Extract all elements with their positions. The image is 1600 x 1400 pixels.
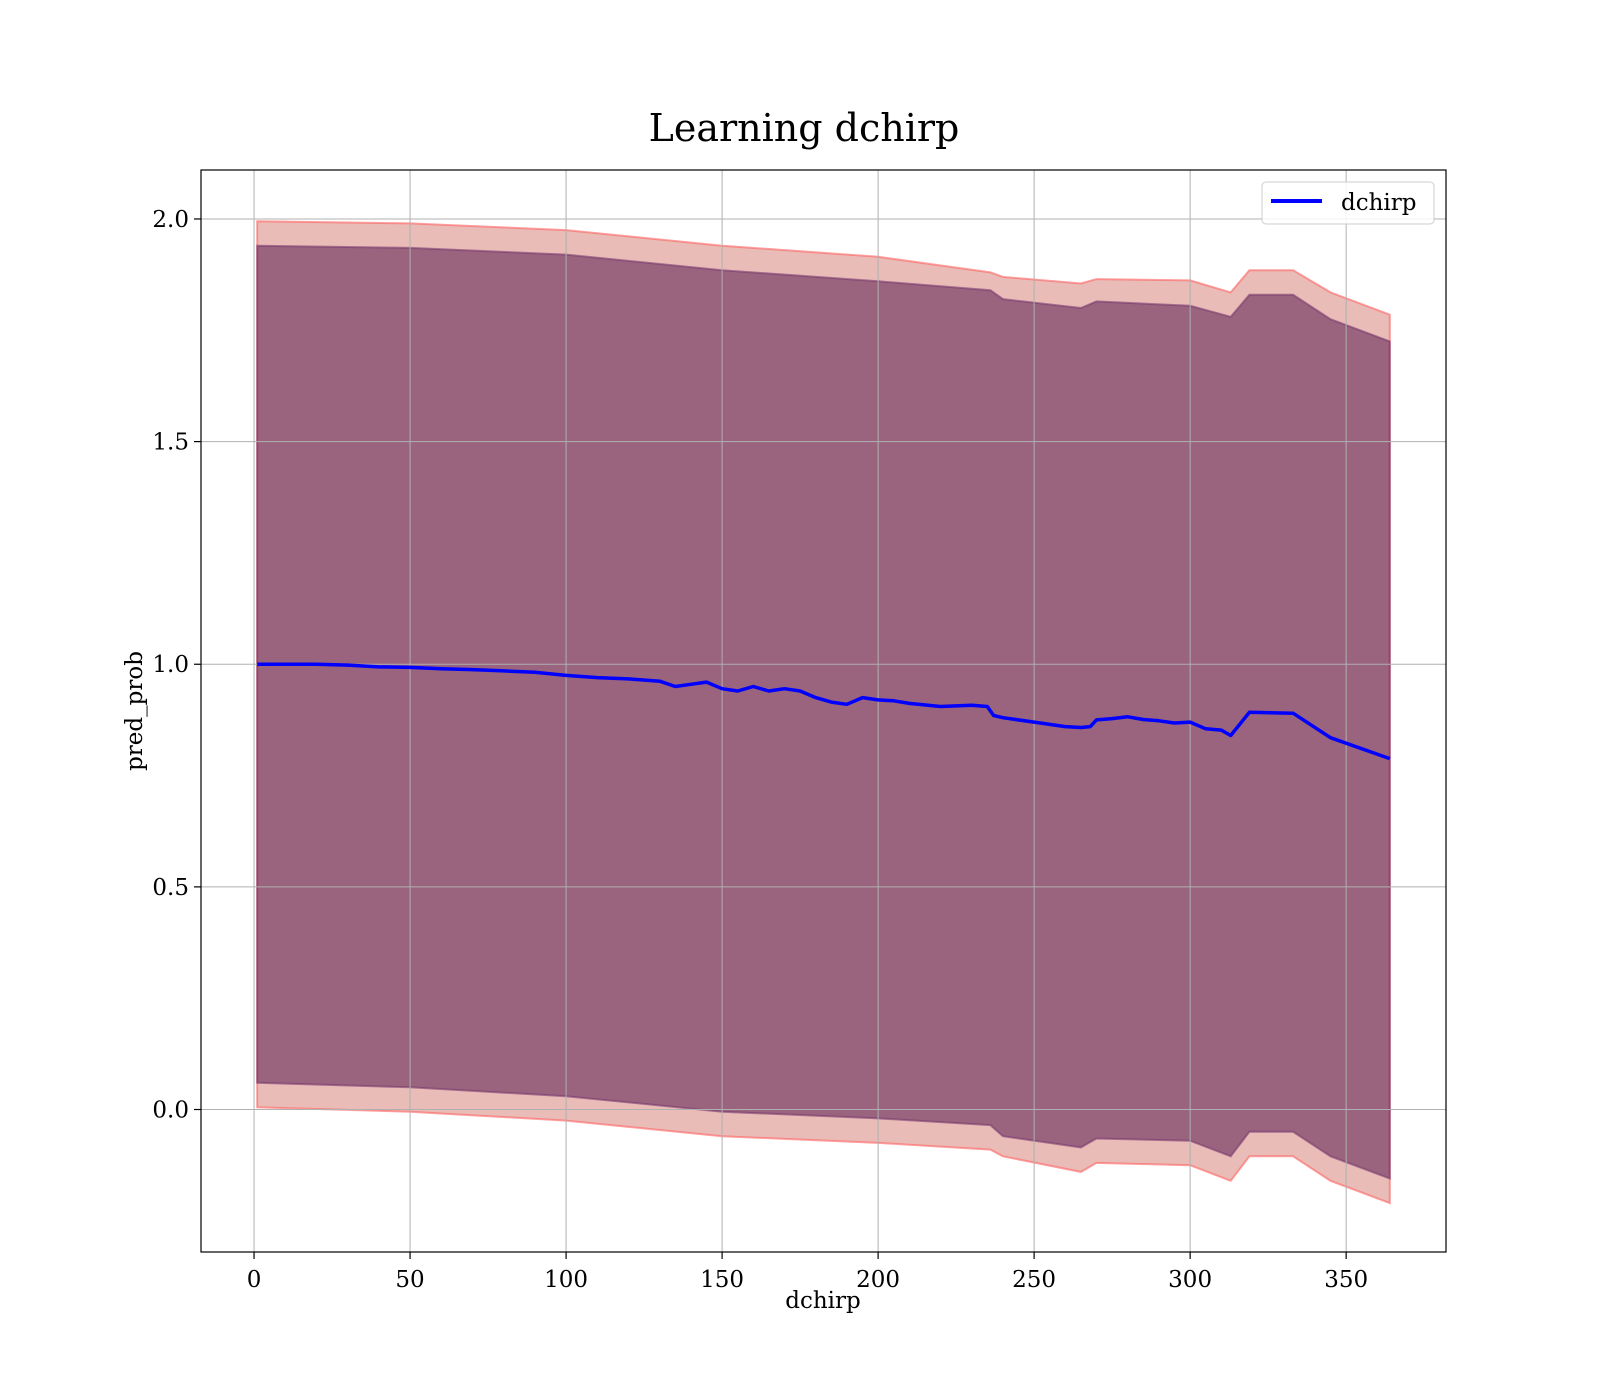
series-lines (257, 662, 1391, 761)
x-tick-label-7: 350 (1324, 1267, 1368, 1293)
x-axis-label: dchirp (785, 1288, 861, 1314)
y-tick-label-1: 0.5 (152, 875, 189, 901)
x-tick-label-6: 300 (1168, 1267, 1212, 1293)
legend: dchirp (1261, 181, 1435, 225)
legend-label-dchirp: dchirp (1341, 190, 1417, 216)
x-tick-label-0: 0 (247, 1267, 262, 1293)
x-tick-label-3: 150 (700, 1267, 744, 1293)
y-tick-label-4: 2.0 (152, 207, 189, 233)
x-axis-ticks: 0 50 100 150 200 250 300 350 (247, 1252, 1368, 1293)
legend-box (1261, 181, 1435, 225)
series-line-dchirp (257, 662, 1391, 761)
y-tick-label-2: 1.0 (152, 652, 189, 678)
x-tick-label-5: 250 (1012, 1267, 1056, 1293)
confidence-bands (256, 220, 1391, 1205)
x-tick-label-1: 50 (395, 1267, 424, 1293)
y-tick-label-0: 0.0 (152, 1098, 189, 1124)
x-tick-label-4: 200 (856, 1267, 900, 1293)
y-axis-label: pred_prob (122, 651, 148, 771)
grid-lines (201, 170, 1446, 1252)
confidence-band-1 (256, 244, 1391, 1180)
y-tick-label-3: 1.5 (152, 430, 189, 456)
plot-frame (200, 169, 1447, 1253)
chart-title: Learning dchirp (649, 106, 960, 150)
y-axis-ticks: 0.0 0.5 1.0 1.5 2.0 (152, 207, 201, 1124)
x-tick-label-2: 100 (544, 1267, 588, 1293)
